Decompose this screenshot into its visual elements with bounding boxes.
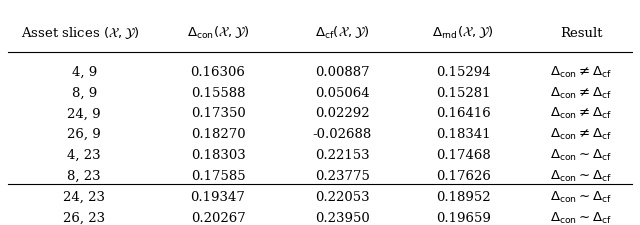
Text: 24, 9: 24, 9 [67, 107, 101, 120]
Text: 0.20267: 0.20267 [191, 212, 245, 225]
Text: 0.18303: 0.18303 [191, 149, 245, 162]
Text: $\Delta_{\mathrm{cf}}(\mathcal{X}, \mathcal{Y})$: $\Delta_{\mathrm{cf}}(\mathcal{X}, \math… [315, 25, 369, 41]
Text: $\Delta_{\mathrm{con}} \sim \Delta_{\mathrm{cf}}$: $\Delta_{\mathrm{con}} \sim \Delta_{\mat… [550, 211, 612, 225]
Text: 24, 23: 24, 23 [63, 191, 105, 204]
Text: 0.05064: 0.05064 [315, 87, 370, 99]
Text: 0.19659: 0.19659 [436, 212, 491, 225]
Text: $\Delta_{\mathrm{con}} \neq \Delta_{\mathrm{cf}}$: $\Delta_{\mathrm{con}} \neq \Delta_{\mat… [550, 65, 612, 80]
Text: 0.15294: 0.15294 [436, 66, 491, 79]
Text: 0.16416: 0.16416 [436, 107, 491, 120]
Text: 0.17585: 0.17585 [191, 170, 245, 183]
Text: 0.17350: 0.17350 [191, 107, 245, 120]
Text: 4, 23: 4, 23 [67, 149, 101, 162]
Text: $\Delta_{\mathrm{con}} \neq \Delta_{\mathrm{cf}}$: $\Delta_{\mathrm{con}} \neq \Delta_{\mat… [550, 127, 612, 142]
Text: $\Delta_{\mathrm{con}} \sim \Delta_{\mathrm{cf}}$: $\Delta_{\mathrm{con}} \sim \Delta_{\mat… [550, 190, 612, 205]
Text: 0.15588: 0.15588 [191, 87, 245, 99]
Text: $\Delta_{\mathrm{con}} \sim \Delta_{\mathrm{cf}}$: $\Delta_{\mathrm{con}} \sim \Delta_{\mat… [550, 169, 612, 184]
Text: 0.22153: 0.22153 [315, 149, 370, 162]
Text: 0.18952: 0.18952 [436, 191, 491, 204]
Text: $\Delta_{\mathrm{con}} \sim \Delta_{\mathrm{cf}}$: $\Delta_{\mathrm{con}} \sim \Delta_{\mat… [550, 148, 612, 163]
Text: 0.17626: 0.17626 [436, 170, 491, 183]
Text: 26, 9: 26, 9 [67, 128, 101, 141]
Text: Asset slices $(\mathcal{X}, \mathcal{Y})$: Asset slices $(\mathcal{X}, \mathcal{Y})… [20, 25, 140, 41]
Text: 0.02292: 0.02292 [315, 107, 370, 120]
Text: 4, 9: 4, 9 [72, 66, 97, 79]
Text: 0.18341: 0.18341 [436, 128, 491, 141]
Text: $\Delta_{\mathrm{con}} \neq \Delta_{\mathrm{cf}}$: $\Delta_{\mathrm{con}} \neq \Delta_{\mat… [550, 106, 612, 122]
Text: 8, 9: 8, 9 [72, 87, 97, 99]
Text: 8, 23: 8, 23 [67, 170, 101, 183]
Text: 0.00887: 0.00887 [315, 66, 370, 79]
Text: 0.19347: 0.19347 [191, 191, 246, 204]
Text: $\Delta_{\mathrm{con}}(\mathcal{X}, \mathcal{Y})$: $\Delta_{\mathrm{con}}(\mathcal{X}, \mat… [187, 25, 250, 41]
Text: 0.18270: 0.18270 [191, 128, 245, 141]
Text: Result: Result [560, 27, 602, 40]
Text: $\Delta_{\mathrm{rnd}}(\mathcal{X}, \mathcal{Y})$: $\Delta_{\mathrm{rnd}}(\mathcal{X}, \mat… [433, 25, 494, 41]
Text: 0.22053: 0.22053 [315, 191, 370, 204]
Text: 0.23775: 0.23775 [315, 170, 370, 183]
Text: 0.23950: 0.23950 [315, 212, 370, 225]
Text: -0.02688: -0.02688 [313, 128, 372, 141]
Text: 0.16306: 0.16306 [191, 66, 246, 79]
Text: 26, 23: 26, 23 [63, 212, 106, 225]
Text: $\Delta_{\mathrm{con}} \neq \Delta_{\mathrm{cf}}$: $\Delta_{\mathrm{con}} \neq \Delta_{\mat… [550, 86, 612, 101]
Text: 0.15281: 0.15281 [436, 87, 491, 99]
Text: 0.17468: 0.17468 [436, 149, 491, 162]
